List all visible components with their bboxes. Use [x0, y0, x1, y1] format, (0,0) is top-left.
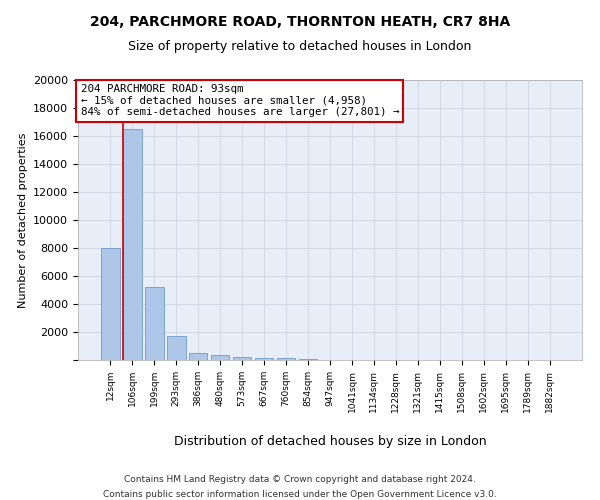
Bar	[255, 358, 274, 360]
Y-axis label: Number of detached properties: Number of detached properties	[17, 132, 28, 308]
Bar	[189, 353, 208, 360]
Text: Contains HM Land Registry data © Crown copyright and database right 2024.: Contains HM Land Registry data © Crown c…	[124, 475, 476, 484]
Text: Size of property relative to detached houses in London: Size of property relative to detached ho…	[128, 40, 472, 53]
Bar	[101, 248, 119, 360]
Text: Contains public sector information licensed under the Open Government Licence v3: Contains public sector information licen…	[103, 490, 497, 499]
Text: 204 PARCHMORE ROAD: 93sqm
← 15% of detached houses are smaller (4,958)
84% of se: 204 PARCHMORE ROAD: 93sqm ← 15% of detac…	[80, 84, 399, 117]
Bar	[277, 358, 295, 360]
Text: Distribution of detached houses by size in London: Distribution of detached houses by size …	[173, 435, 487, 448]
Bar	[233, 357, 251, 360]
Bar	[167, 336, 185, 360]
Bar	[145, 287, 164, 360]
Bar	[211, 355, 229, 360]
Bar	[299, 359, 317, 360]
Text: 204, PARCHMORE ROAD, THORNTON HEATH, CR7 8HA: 204, PARCHMORE ROAD, THORNTON HEATH, CR7…	[90, 15, 510, 29]
Bar	[123, 129, 142, 360]
